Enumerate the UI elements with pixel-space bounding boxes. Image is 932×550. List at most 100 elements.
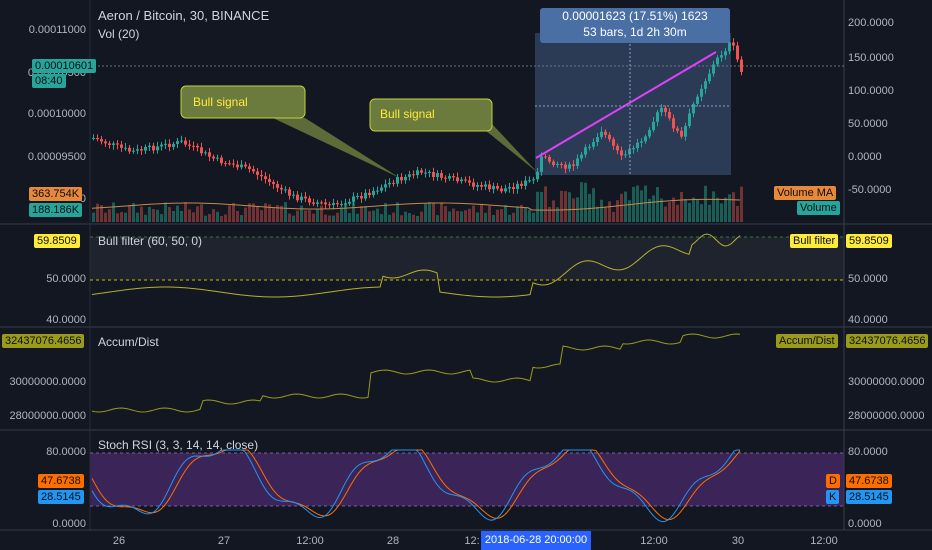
candle-body	[360, 195, 363, 199]
volume-bar	[688, 202, 691, 222]
measure-change: 0.00001623 (17.51%) 1623	[562, 9, 708, 23]
volume-bar	[360, 206, 363, 222]
volume-value-tag: 188.186K	[29, 203, 83, 217]
candle-body	[144, 147, 147, 151]
volume-bar	[136, 212, 139, 222]
stoch-title: Stoch RSI (3, 3, 14, 14, close)	[98, 438, 259, 452]
volume-bar	[344, 202, 347, 222]
candle-body	[236, 164, 239, 168]
candle-body	[212, 156, 215, 159]
stoch-k-value-right: 28.5145	[846, 490, 892, 504]
volume-bar	[376, 208, 379, 222]
volume-bar	[460, 211, 463, 222]
candle-body	[476, 184, 479, 187]
accum-dist-tick: 30000000.0000	[848, 376, 925, 388]
bull-signal-callout-2[interactable]	[369, 98, 493, 132]
candle-body	[332, 203, 335, 205]
volume-bar	[620, 193, 623, 222]
candle-body	[552, 161, 555, 165]
candle-body	[204, 152, 207, 154]
stoch-tick: 80.0000	[46, 446, 86, 458]
candle-body	[684, 125, 687, 137]
candle-body	[600, 131, 603, 138]
volume-bar	[628, 200, 631, 222]
candle-body	[256, 171, 259, 175]
volume-bar	[176, 205, 179, 222]
candle-body	[520, 183, 523, 186]
volume-bar	[692, 197, 695, 222]
candle-body	[468, 180, 471, 183]
candle-body	[160, 144, 163, 147]
volume-bar	[412, 214, 415, 222]
candle-body	[268, 179, 271, 182]
candle-body	[380, 187, 383, 191]
bull-tick: 50.0000	[46, 273, 86, 285]
volume-bar	[676, 204, 679, 222]
candle-body	[132, 150, 135, 152]
candle-body	[448, 176, 451, 179]
volume-bar	[440, 202, 443, 222]
volume-bar	[280, 205, 283, 222]
volume-bar	[220, 215, 223, 222]
candle-body	[248, 166, 251, 170]
accum-dist-tick: 28000000.0000	[9, 410, 86, 422]
volume-bar	[148, 206, 151, 222]
candle-body	[564, 164, 567, 169]
volume-bar	[516, 206, 519, 222]
volume-bar	[624, 191, 627, 222]
percent-tick: 50.0000	[848, 118, 888, 130]
volume-bar	[560, 190, 563, 222]
bull-filter-line	[91, 233, 741, 298]
candle-body	[400, 176, 403, 181]
candle-body	[224, 163, 227, 165]
candle-body	[152, 145, 155, 151]
volume-bar	[568, 192, 571, 222]
volume-bar	[160, 214, 163, 222]
candle-body	[580, 154, 583, 159]
candle-body	[452, 176, 455, 178]
time-tick: 12:	[464, 535, 480, 547]
candle-body	[300, 196, 303, 201]
bull-signal-label-2: Bull signal	[380, 107, 435, 121]
candle-body	[700, 88, 703, 97]
measure-bars: 53 bars, 1d 2h 30m	[583, 25, 687, 39]
volume-bar	[604, 207, 607, 222]
bull-signal-callout-1[interactable]	[180, 85, 306, 119]
volume-bar	[644, 185, 647, 222]
bull-filter-value-right: 59.8509	[846, 234, 892, 248]
candle-body	[424, 172, 427, 174]
candle-body	[96, 137, 99, 140]
volume-bar	[212, 209, 215, 222]
bull-filter-legend-tag: Bull filter	[790, 234, 839, 248]
volume-bar	[100, 205, 103, 222]
candle-body	[180, 140, 183, 142]
candle-body	[508, 187, 511, 189]
volume-bar	[308, 210, 311, 222]
volume-bar	[252, 203, 255, 222]
volume-bar	[288, 213, 291, 222]
candle-body	[252, 169, 255, 172]
measure-trend-line[interactable]	[535, 51, 717, 159]
candle-body	[392, 182, 395, 184]
volume-bar	[248, 203, 251, 222]
candle-body	[608, 134, 611, 140]
candle-body	[472, 182, 475, 187]
candle-body	[460, 179, 463, 182]
candle-body	[432, 172, 435, 178]
candle-body	[192, 145, 195, 147]
accum-dist-tick: 30000000.0000	[9, 376, 86, 388]
candle-body	[568, 164, 571, 169]
bull-filter-value-left: 59.8509	[34, 234, 80, 248]
volume-bar	[320, 205, 323, 222]
candle-body	[712, 64, 715, 74]
time-tick: 12:00	[296, 535, 324, 547]
volume-bar	[420, 211, 423, 222]
candle-body	[444, 177, 447, 179]
volume-bar	[584, 182, 587, 222]
volume-bar	[596, 206, 599, 222]
volume-bar	[684, 198, 687, 222]
candle-body	[396, 176, 399, 184]
volume-bar	[204, 215, 207, 222]
bull-band	[90, 237, 844, 280]
